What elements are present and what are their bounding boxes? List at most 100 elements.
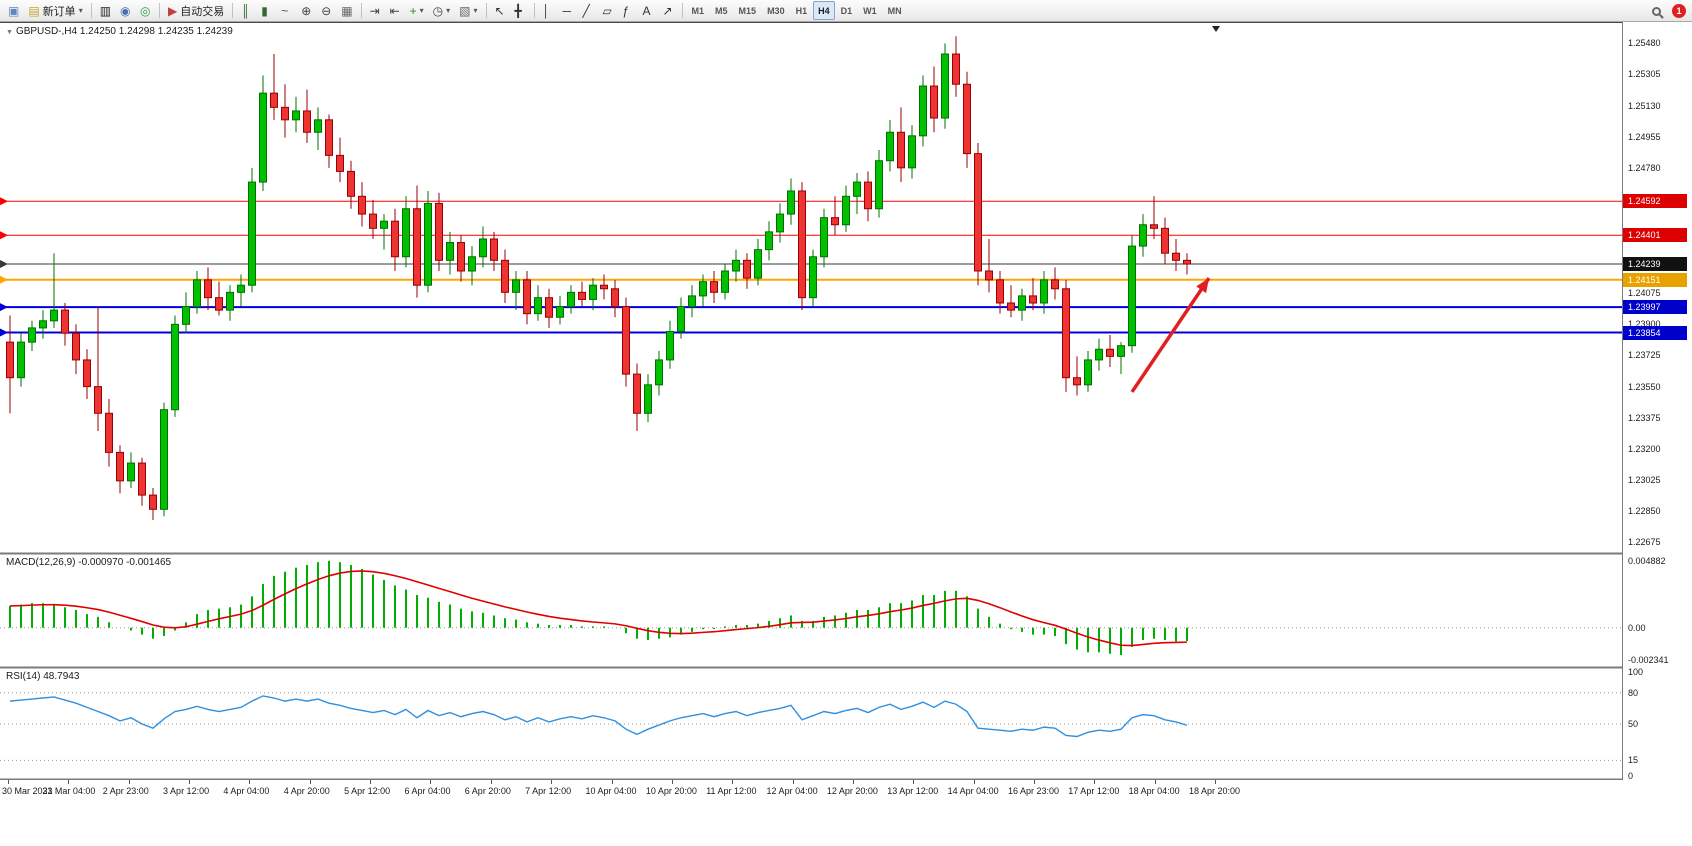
periods-icon: ◷ [432, 3, 444, 18]
timeframe-m15-button[interactable]: M15 [738, 5, 757, 16]
price-tick: 1.23200 [1628, 443, 1661, 454]
auto-scroll-button[interactable]: ⇥ [366, 1, 385, 20]
line-chart-mode-button[interactable]: ~ [277, 1, 296, 20]
macd-axis-tick: -0.002341 [1628, 654, 1669, 665]
chart-shift-button[interactable]: ⇤ [386, 1, 405, 20]
time-tick [551, 780, 553, 784]
time-tick [1215, 780, 1216, 784]
arrows-icon: ↗ [662, 3, 673, 18]
timeframe-d1-button[interactable]: D1 [840, 5, 853, 16]
timeframe-h1-button[interactable]: H1 [795, 5, 808, 16]
time-tick-label: 2 Apr 23:00 [102, 786, 149, 796]
price-tick: 1.22675 [1628, 537, 1661, 548]
resistance-line-upper[interactable] [0, 197, 1622, 206]
time-tick-label: 16 Apr 23:00 [1007, 786, 1059, 796]
time-tick-label: 17 Apr 12:00 [1068, 786, 1120, 796]
chart-ohlc-values: 1.24250 1.24298 1.24235 1.24239 [79, 26, 233, 37]
timeframe-m5-button[interactable]: M5 [715, 5, 728, 16]
time-tick [671, 780, 673, 784]
chart-shift-marker[interactable] [1212, 26, 1220, 32]
templates-button[interactable]: ▧ ▾ [455, 1, 481, 20]
time-tick-label: 7 Apr 12:00 [525, 786, 572, 796]
toolbar-separator [360, 3, 362, 18]
tile-windows-button[interactable]: ▦ [337, 1, 356, 20]
resistance-line-upper-label[interactable]: 1.24592 [1623, 194, 1687, 209]
macd-pane-label: MACD(12,26,9) -0.000970 -0.001465 [6, 557, 171, 568]
support-line-lower[interactable] [0, 328, 1622, 337]
candlestick-mode-button[interactable]: ▮ [257, 1, 276, 20]
resistance-line-lower[interactable] [0, 231, 1622, 240]
time-tick-label: 4 Apr 20:00 [283, 786, 330, 796]
time-tick-label: 6 Apr 04:00 [404, 786, 451, 796]
pivot-line-orange-label[interactable]: 1.24151 [1623, 272, 1687, 287]
timeframe-m30-button[interactable]: M30 [767, 5, 785, 16]
autotrading-icon: ▶ [168, 3, 178, 18]
timeframe-h4-button[interactable]: H4 [813, 1, 835, 20]
time-tick-label: 11 Apr 12:00 [706, 786, 757, 796]
fibonacci-button[interactable]: ƒ [619, 1, 638, 20]
charts-folder-button[interactable]: ▥ [96, 1, 115, 20]
support-line-lower-label[interactable]: 1.23854 [1623, 325, 1687, 340]
chart-collapse-icon[interactable]: ▼ [6, 29, 13, 36]
cursor-button[interactable]: ↖ [491, 1, 510, 20]
equidistant-channel-button[interactable]: ▱ [599, 1, 618, 20]
timeframe-w1-button[interactable]: W1 [863, 5, 877, 16]
text-label-button[interactable]: A [639, 1, 658, 20]
toolbar-separator [533, 3, 535, 18]
autotrading-button[interactable]: ▶ 自动交易 [164, 1, 228, 20]
time-axis[interactable]: 30 Mar 2023 31 Mar 04:00 2 Apr 23:00 3 Apr … [0, 780, 1692, 846]
trendline-icon: ╱ [582, 3, 590, 18]
market-watch-button[interactable]: ◉ [116, 1, 135, 20]
time-tick [1094, 780, 1096, 784]
rsi-indicator-value: 48.7943 [43, 671, 80, 682]
vertical-line-button[interactable]: │ [539, 1, 558, 20]
time-tick-label: 12 Apr 20:00 [826, 786, 878, 796]
arrows-button[interactable]: ↗ [659, 1, 678, 20]
new-order-caret-icon: ▾ [78, 6, 83, 15]
text-label-icon: A [642, 3, 651, 18]
support-line-upper-label[interactable]: 1.23997 [1623, 300, 1687, 315]
current-price-line-label[interactable]: 1.24239 [1623, 257, 1687, 272]
time-tick-label: 30 Mar 2023 [2, 786, 53, 796]
new-order-button[interactable]: ▤ 新订单 ▾ [24, 1, 86, 20]
bar-chart-mode-button[interactable]: ║ [237, 1, 256, 20]
toolbar: ▣ ▤ 新订单 ▾ ▥ ◉ ◎ ▶ 自动交易 ║ ▮ ~ ⊕ ⊖ ▦ ⇥ ⇤ + ▾ ◷ ▾ ▧ ▾ ↖ ╋ │ ─ ╱ ▱ ƒ A ↗ M1 M… [0, 0, 1692, 22]
rsi-axis-tick: 50 [1628, 719, 1639, 729]
crosshair-button[interactable]: ╋ [511, 1, 530, 20]
timeframe-mn-button[interactable]: MN [887, 5, 902, 16]
horizontal-line-button[interactable]: ─ [559, 1, 578, 20]
time-tick [792, 780, 794, 784]
zoom-out-button[interactable]: ⊖ [317, 1, 336, 20]
rsi-pane-label: RSI(14) 48.7943 [6, 671, 79, 682]
search-button[interactable] [1647, 3, 1666, 19]
trendline-button[interactable]: ╱ [579, 1, 598, 20]
time-tick [430, 780, 432, 784]
timeframe-m1-button[interactable]: M1 [691, 5, 705, 16]
chart-title-overlay: ▼ GBPUSD-,H4 1.24250 1.24298 1.24235 1.24… [6, 26, 233, 37]
time-tick [913, 780, 915, 784]
equidistant-channel-icon: ▱ [602, 3, 612, 18]
notifications-badge[interactable]: 1 [1672, 4, 1686, 18]
horizontal-line-icon: ─ [562, 3, 572, 18]
indicators-button[interactable]: + ▾ [406, 1, 428, 20]
support-line-upper[interactable] [0, 303, 1622, 312]
price-axis[interactable]: 1.25480 1.25305 1.25130 1.24955 1.24780 1.240… [1623, 22, 1692, 781]
macd-indicator-values: -0.000970 -0.001465 [78, 557, 172, 568]
time-tick [973, 780, 975, 784]
crosshair-icon: ╋ [514, 3, 522, 18]
community-button[interactable]: ◎ [136, 1, 155, 20]
new-chart-button[interactable]: ▣ [4, 1, 23, 20]
community-icon: ◎ [140, 3, 151, 18]
rsi-axis-tick: 15 [1628, 755, 1639, 766]
time-tick-label: 3 Apr 12:00 [163, 786, 210, 796]
rsi-axis-tick: 0 [1628, 771, 1634, 781]
resistance-line-lower-label[interactable]: 1.24401 [1623, 228, 1687, 243]
time-tick [852, 780, 854, 784]
trend-arrow-annotation[interactable] [1130, 277, 1211, 393]
macd-signal-line [9, 570, 1188, 647]
indicators-caret-icon: ▾ [419, 6, 424, 15]
periods-button[interactable]: ◷ ▾ [429, 1, 455, 20]
price-tick: 1.22850 [1628, 506, 1661, 517]
zoom-in-button[interactable]: ⊕ [297, 1, 316, 20]
